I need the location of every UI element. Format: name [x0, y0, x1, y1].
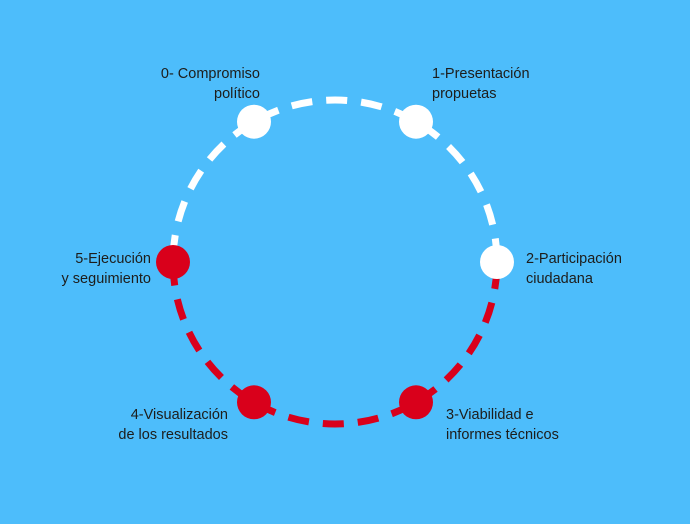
step-0-title: 0- Compromiso	[160, 66, 260, 82]
step-3-title: 3-Viabilidad e	[446, 407, 534, 423]
step-1-subtitle: propuetas	[432, 86, 497, 102]
ring-segment-2-3	[414, 261, 501, 406]
step-3-label: 3-Viabilidad e informes técnicos	[446, 405, 559, 445]
ring-arcs	[169, 96, 501, 428]
ring-segment-1-2	[414, 118, 501, 263]
step-1-label: 1-Presentación propuetas	[432, 64, 530, 104]
step-5-subtitle: y seguimiento	[61, 271, 151, 287]
step-4-subtitle: de los resultados	[118, 427, 228, 443]
step-3-node	[399, 385, 433, 420]
step-3-subtitle: informes técnicos	[446, 427, 559, 443]
step-2-title: 2-Participación	[526, 251, 622, 267]
step-2-subtitle: ciudadana	[526, 271, 593, 287]
step-2-node	[480, 245, 514, 279]
step-1-title: 1-Presentación	[432, 66, 530, 82]
step-nodes	[156, 104, 514, 420]
step-5-title: 5-Ejecución	[75, 251, 151, 267]
ring-segment-5-0	[169, 118, 256, 263]
step-5-label: 5-Ejecución y seguimiento	[62, 249, 151, 289]
step-0-subtitle: político	[214, 86, 260, 102]
ring-segment-4-5	[169, 261, 256, 406]
step-4-label: 4-Visualización de los resultados	[118, 405, 228, 445]
step-0-node	[237, 104, 271, 139]
step-0-label: 0- Compromiso político	[161, 64, 260, 104]
step-1-node	[399, 104, 433, 139]
ring-segment-3-4	[252, 399, 418, 428]
step-2-label: 2-Participación ciudadana	[526, 249, 622, 289]
step-5-node	[156, 245, 190, 279]
step-4-title: 4-Visualización	[130, 407, 228, 423]
step-4-node	[237, 385, 271, 420]
ring-segment-0-1	[252, 96, 418, 125]
